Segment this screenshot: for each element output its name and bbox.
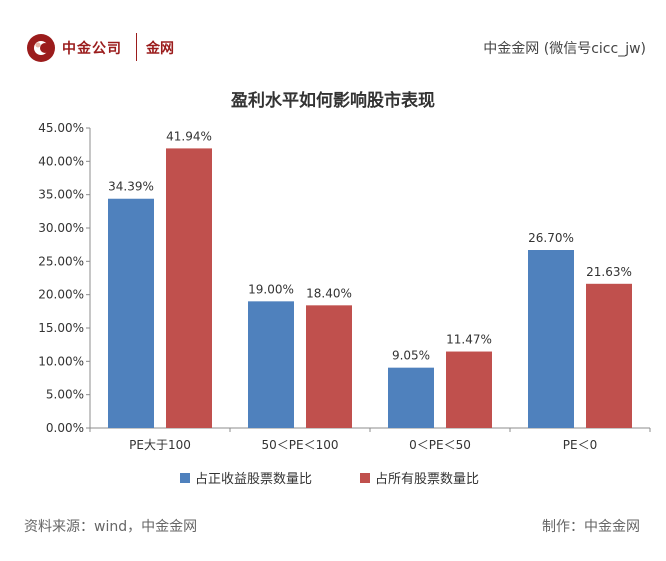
data-label: 18.40% — [306, 286, 352, 300]
brand-sub: 金网 — [146, 41, 174, 57]
data-label: 11.47% — [446, 333, 492, 347]
y-tick-label: 45.00% — [38, 121, 84, 135]
brand-divider — [136, 33, 137, 61]
y-tick-label: 20.00% — [38, 288, 84, 302]
legend-swatch — [360, 473, 370, 483]
category-label: PE大于100 — [129, 438, 191, 452]
data-label: 19.00% — [248, 282, 294, 296]
y-tick-label: 0.00% — [46, 421, 84, 435]
y-tick-label: 30.00% — [38, 221, 84, 235]
bar — [388, 367, 434, 428]
bar-chart: 0.00% 5.00% 10.00% 15.00% 20.00% 25.00% 30.00%… — [38, 121, 651, 487]
y-tick-label: 25.00% — [38, 254, 84, 268]
bar — [108, 198, 154, 428]
header: 中金公司 金网 中金金网 (微信号cicc_jw) — [0, 0, 666, 76]
data-label: 41.94% — [166, 129, 212, 143]
y-tick-label: 10.00% — [38, 354, 84, 368]
y-tick-label: 5.00% — [46, 388, 84, 402]
data-label: 26.70% — [528, 231, 574, 245]
y-tick-label: 35.00% — [38, 188, 84, 202]
bar — [446, 351, 492, 428]
data-label: 34.39% — [108, 180, 154, 194]
legend-label: 占正收益股票数量比 — [195, 472, 312, 487]
bar — [166, 148, 212, 428]
bar — [248, 301, 294, 428]
data-label: 21.63% — [586, 265, 632, 279]
bar — [528, 250, 574, 428]
wechat-id: 中金金网 (微信号cicc_jw) — [483, 41, 646, 57]
y-tick-label: 40.00% — [38, 154, 84, 168]
bar — [306, 305, 352, 428]
category-label: 0＜PE＜50 — [409, 438, 471, 452]
category-label: 50＜PE＜100 — [262, 438, 339, 452]
data-label: 9.05% — [392, 349, 430, 363]
legend-label: 占所有股票数量比 — [375, 472, 479, 487]
category-label: PE＜0 — [563, 438, 597, 452]
y-tick-label: 15.00% — [38, 321, 84, 335]
maker-note: 制作：中金金网 — [542, 519, 640, 535]
bar — [586, 283, 632, 428]
chart-title: 盈利水平如何影响股市表现 — [231, 91, 435, 111]
brand-name: 中金公司 — [62, 41, 122, 57]
legend-swatch — [180, 473, 190, 483]
source-note: 资料来源：wind，中金金网 — [24, 519, 198, 535]
cicc-logo-icon — [27, 34, 55, 62]
